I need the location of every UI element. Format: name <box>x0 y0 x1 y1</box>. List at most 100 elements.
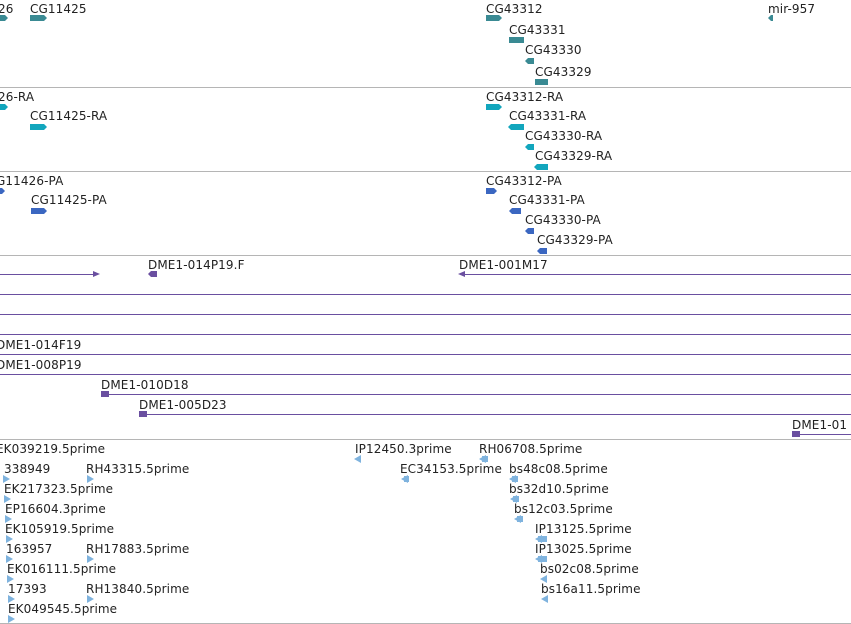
est-feature[interactable] <box>354 455 361 463</box>
transcript-label[interactable]: CG43330-RA <box>525 129 603 143</box>
protein-feature[interactable] <box>525 228 534 234</box>
est-label[interactable]: 163957 <box>6 542 53 556</box>
est-label[interactable]: EK016111.5prime <box>7 562 117 576</box>
bac-clone-line[interactable] <box>0 314 851 315</box>
bac-label[interactable]: DME1-014F19 <box>0 338 82 352</box>
gene-feature[interactable] <box>768 15 773 21</box>
est-label[interactable]: 338949 <box>4 462 51 476</box>
protein-feature[interactable] <box>537 248 547 254</box>
est-label[interactable]: bs16a11.5prime <box>541 582 641 596</box>
transcript-feature[interactable] <box>534 164 548 170</box>
bac-clone-line[interactable] <box>109 394 851 395</box>
est-feature[interactable] <box>5 515 12 523</box>
est-label[interactable]: RH06708.5prime <box>479 442 583 456</box>
transcript-feature[interactable] <box>508 124 524 130</box>
est-label[interactable]: EK039219.5prime <box>0 442 106 456</box>
est-feature[interactable] <box>512 476 518 482</box>
est-label[interactable]: IP13025.5prime <box>535 542 632 556</box>
est-label[interactable]: IP13125.5prime <box>535 522 632 536</box>
transcript-feature[interactable] <box>0 104 8 110</box>
est-label[interactable]: EP16604.3prime <box>5 502 106 516</box>
est-feature[interactable] <box>4 495 11 503</box>
bac-label[interactable]: DME1-014P19.F <box>148 258 245 272</box>
est-label[interactable]: bs48c08.5prime <box>509 462 608 476</box>
bac-clone-line[interactable] <box>800 434 851 435</box>
est-label[interactable]: bs12c03.5prime <box>514 502 613 516</box>
est-feature[interactable] <box>482 456 488 462</box>
transcript-label[interactable]: CG43312-RA <box>486 90 564 104</box>
est-feature[interactable] <box>517 516 523 522</box>
est-label[interactable]: EK049545.5prime <box>8 602 118 616</box>
transcript-label[interactable]: CG43329-RA <box>535 149 613 163</box>
protein-label[interactable]: CG43330-PA <box>525 213 601 227</box>
est-feature[interactable] <box>6 535 13 543</box>
transcript-label[interactable]: CG11425-RA <box>30 109 108 123</box>
transcript-feature[interactable] <box>525 144 534 150</box>
est-label[interactable]: EK217323.5prime <box>4 482 114 496</box>
est-feature[interactable] <box>87 555 94 563</box>
est-label[interactable]: RH13840.5prime <box>86 582 190 596</box>
gene-feature[interactable] <box>509 37 524 43</box>
est-label[interactable]: bs32d10.5prime <box>509 482 609 496</box>
bac-clone-line[interactable] <box>464 274 851 275</box>
bac-label[interactable]: DME1-010D18 <box>101 378 189 392</box>
est-feature[interactable] <box>8 615 15 623</box>
est-label[interactable]: EK105919.5prime <box>5 522 115 536</box>
est-feature[interactable] <box>538 536 547 542</box>
gene-feature[interactable] <box>525 58 534 64</box>
protein-label[interactable]: CG43331-PA <box>509 193 585 207</box>
gene-label[interactable]: mir-957 <box>768 2 816 16</box>
bac-clone-line[interactable] <box>147 414 851 415</box>
transcript-label[interactable]: 26-RA <box>0 90 35 104</box>
est-feature[interactable] <box>87 475 94 483</box>
bac-clone-line[interactable] <box>0 334 851 335</box>
gene-label[interactable]: CG43331 <box>509 23 566 37</box>
protein-label[interactable]: CG43329-PA <box>537 233 613 247</box>
bac-label[interactable]: DME1-005D23 <box>139 398 227 412</box>
est-feature[interactable] <box>404 476 409 482</box>
est-feature[interactable] <box>540 575 547 583</box>
est-feature[interactable] <box>538 556 547 562</box>
bac-feature[interactable] <box>139 411 147 417</box>
est-feature[interactable] <box>513 496 519 502</box>
bac-clone-line[interactable] <box>0 294 851 295</box>
protein-label[interactable]: CG11425-PA <box>31 193 107 207</box>
est-feature[interactable] <box>6 555 13 563</box>
bac-label[interactable]: DME1-008P19 <box>0 358 82 372</box>
protein-feature[interactable] <box>486 188 497 194</box>
gene-label[interactable]: CG43330 <box>525 43 582 57</box>
gene-feature[interactable] <box>30 15 47 21</box>
est-label[interactable]: IP12450.3prime <box>355 442 452 456</box>
gene-label[interactable]: CG43312 <box>486 2 543 16</box>
est-label[interactable]: 17393 <box>8 582 47 596</box>
est-feature[interactable] <box>3 475 10 483</box>
est-label[interactable]: RH43315.5prime <box>86 462 190 476</box>
protein-feature[interactable] <box>509 208 521 214</box>
transcript-feature[interactable] <box>30 124 47 130</box>
est-feature[interactable] <box>541 595 548 603</box>
gene-feature[interactable] <box>535 79 548 85</box>
gene-label[interactable]: CG43329 <box>535 65 592 79</box>
bac-feature[interactable] <box>792 431 800 437</box>
protein-label[interactable]: CG43312-PA <box>486 174 562 188</box>
bac-feature[interactable] <box>101 391 109 397</box>
bac-clone-line[interactable] <box>0 274 94 275</box>
protein-feature[interactable] <box>31 208 47 214</box>
protein-feature[interactable] <box>0 188 5 194</box>
bac-feature[interactable] <box>148 271 157 277</box>
gene-label[interactable]: CG11425 <box>30 2 87 16</box>
bac-label[interactable]: DME1-001M17 <box>459 258 548 272</box>
bac-label[interactable]: DME1-01 <box>792 418 848 432</box>
transcript-label[interactable]: CG43331-RA <box>509 109 587 123</box>
gene-feature[interactable] <box>486 15 502 21</box>
est-label[interactable]: EC34153.5prime <box>400 462 502 476</box>
est-feature[interactable] <box>87 595 94 603</box>
gene-feature[interactable] <box>0 15 8 21</box>
bac-clone-line[interactable] <box>0 374 851 375</box>
est-label[interactable]: bs02c08.5prime <box>540 562 639 576</box>
protein-label[interactable]: G11426-PA <box>0 174 64 188</box>
transcript-feature[interactable] <box>486 104 502 110</box>
bac-clone-line[interactable] <box>0 354 851 355</box>
gene-label[interactable]: 26 <box>0 2 14 16</box>
est-feature[interactable] <box>7 575 14 583</box>
